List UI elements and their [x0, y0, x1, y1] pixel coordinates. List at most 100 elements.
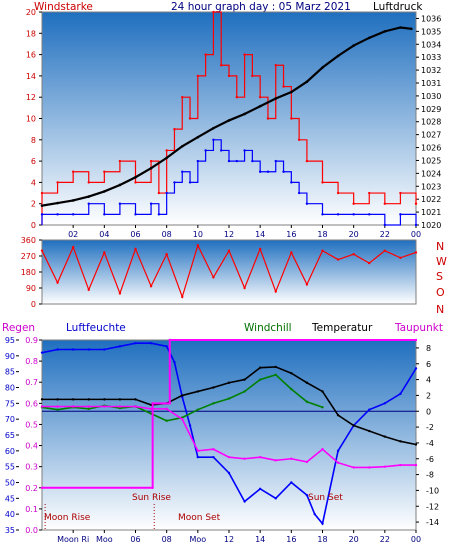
- taupunkt-label: Taupunkt: [394, 322, 443, 334]
- data-point-luftfeuchte: [40, 351, 44, 354]
- data-point-taupunkt: [274, 459, 277, 462]
- y-left-tick-label: 2: [31, 200, 36, 209]
- data-point-pressure: [352, 44, 355, 47]
- data-point-wind: [181, 96, 184, 99]
- data-point-pressure: [87, 195, 91, 198]
- data-point-wind: [274, 64, 277, 67]
- data-point-temperatur: [243, 378, 246, 381]
- data-point-direction: [212, 276, 215, 279]
- humidity-tick-label: 80: [5, 384, 15, 393]
- data-point-wind: [212, 138, 215, 141]
- data-point-temperatur: [87, 398, 90, 401]
- data-point-temperatur: [258, 366, 262, 369]
- y-right-tick-label: 1023: [421, 182, 441, 191]
- temp-x-tick-label: 06: [130, 535, 140, 544]
- data-point-temperatur: [336, 414, 340, 417]
- data-point-temperatur: [383, 435, 387, 438]
- data-point-pressure: [40, 204, 44, 207]
- y-right-tick-label: 1036: [421, 14, 441, 23]
- data-point-windchill: [243, 390, 246, 393]
- windchill-label: Windchill: [244, 322, 292, 334]
- data-point-direction: [227, 249, 231, 252]
- dir-y-tick-label: 0: [31, 300, 36, 309]
- y-right-tick-label: 1032: [421, 66, 441, 75]
- temp-x-tick-label: 20: [349, 535, 359, 544]
- x-tick-label: 20: [349, 230, 359, 239]
- data-point-wind: [157, 213, 161, 216]
- rain-tick-label: 0.8: [25, 357, 38, 366]
- y-right-tick-label: 1034: [421, 40, 441, 49]
- data-point-taupunkt: [414, 463, 418, 467]
- data-point-pressure: [305, 80, 309, 84]
- data-point-pressure: [56, 201, 59, 205]
- data-point-regen: [168, 338, 171, 342]
- data-point-wind: [258, 170, 262, 173]
- data-point-luftfeuchte: [103, 348, 106, 351]
- humidity-tick-label: 55: [5, 463, 15, 472]
- temp-tick-label: 4: [426, 376, 431, 385]
- y-left-tick-label: 4: [31, 178, 36, 187]
- data-point-wind: [220, 64, 223, 67]
- data-point-luftfeuchte: [258, 487, 262, 491]
- data-point-luftfeuchte: [188, 424, 192, 427]
- data-point-luftfeuchte: [336, 449, 340, 453]
- dir-y-tick-label: 270: [21, 252, 36, 261]
- temp-x-tick-label: 12: [224, 535, 234, 544]
- wind-panel: [41, 11, 417, 226]
- data-point-direction: [258, 247, 262, 251]
- data-point-wind: [56, 213, 59, 216]
- header-right-label: Luftdruck: [373, 1, 423, 13]
- data-point-wind: [258, 96, 262, 99]
- luftfeuchte-label: Luftfeuchte: [66, 322, 126, 334]
- temp-x-tick-label: 00: [411, 535, 421, 544]
- data-point-luftfeuchte: [313, 512, 316, 516]
- data-point-temperatur: [305, 381, 309, 384]
- data-point-direction: [56, 281, 59, 284]
- data-point-wind: [204, 53, 207, 56]
- data-point-pressure: [321, 66, 324, 69]
- data-point-wind: [134, 213, 137, 216]
- temp-x-tick-label: 14: [255, 535, 265, 544]
- data-point-pressure: [71, 199, 75, 202]
- dir-y-tick-label: 180: [21, 268, 36, 277]
- data-point-windchill: [290, 387, 293, 391]
- humidity-tick-label: 45: [5, 494, 15, 503]
- data-point-luftfeuchte: [243, 500, 246, 503]
- data-point-luftfeuchte: [414, 367, 418, 370]
- data-point-temperatur: [56, 398, 59, 401]
- data-point-pressure: [227, 119, 231, 122]
- y-right-tick-label: 1033: [421, 53, 441, 62]
- data-point-windchill: [212, 402, 215, 405]
- temp-tick-label: -4: [426, 439, 434, 448]
- data-point-regen: [168, 402, 171, 405]
- humidity-tick-label: 65: [5, 431, 15, 440]
- data-point-wind: [290, 117, 293, 120]
- data-point-direction: [274, 290, 277, 293]
- data-point-taupunkt: [87, 405, 90, 408]
- temp-x-tick-label: Moon Ri: [57, 535, 89, 544]
- data-point-windchill: [321, 406, 324, 409]
- y-right-tick-label: 1022: [421, 195, 441, 204]
- data-point-wind: [235, 96, 238, 99]
- data-point-direction: [383, 249, 387, 252]
- data-point-wind: [149, 159, 153, 163]
- data-point-luftfeuchte: [399, 392, 402, 396]
- temp-tick-label: -12: [426, 502, 439, 511]
- data-point-pressure: [149, 166, 153, 170]
- data-point-taupunkt: [383, 465, 387, 468]
- data-point-luftfeuchte: [165, 345, 168, 348]
- data-point-wind: [282, 170, 285, 173]
- data-point-taupunkt: [321, 448, 324, 451]
- data-point-direction: [414, 251, 418, 254]
- humidity-tick-label: 95: [5, 336, 15, 345]
- y-left-tick-label: 12: [26, 93, 36, 102]
- data-point-temperatur: [399, 440, 402, 443]
- data-point-taupunkt: [71, 405, 75, 408]
- sun-set-label: Sun Set: [308, 493, 343, 503]
- x-tick-label: 14: [255, 230, 265, 239]
- data-point-taupunkt: [134, 405, 137, 408]
- data-point-temperatur: [103, 398, 106, 401]
- y-right-tick-label: 1035: [421, 27, 441, 36]
- data-point-taupunkt: [368, 466, 371, 469]
